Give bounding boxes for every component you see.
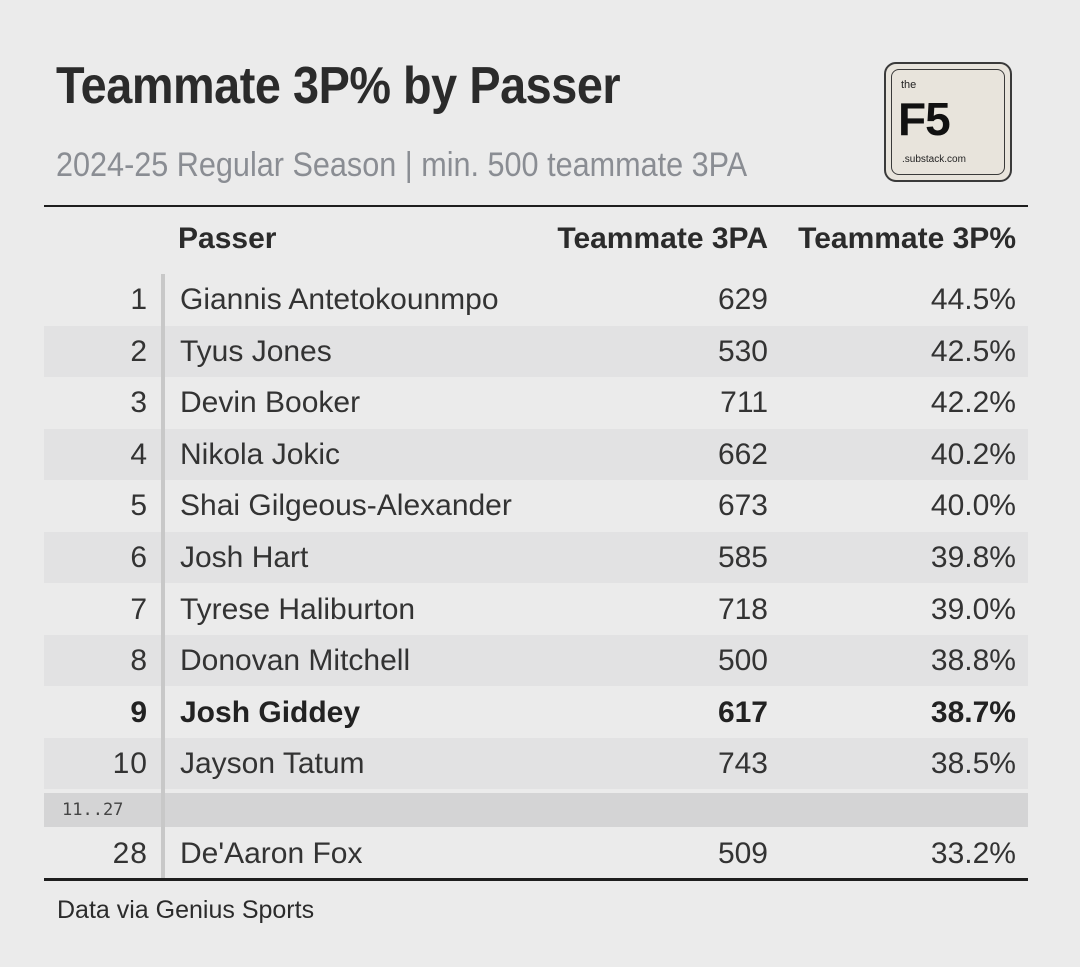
logo-the-text: the [901, 79, 917, 91]
source-note: Data via Genius Sports [57, 896, 315, 924]
table-row: 28 De'Aaron Fox 509 33.2% [44, 828, 1028, 879]
table-row: 9 Josh Giddey 617 38.7% [44, 687, 1028, 738]
rank-cell: 6 [130, 540, 148, 574]
rank-cell: 2 [130, 334, 148, 368]
passer-cell: Jayson Tatum [180, 746, 365, 780]
table-row: 10 Jayson Tatum 743 38.5% [44, 738, 1028, 789]
teammate-3p-pct-cell: 40.2% [930, 437, 1016, 471]
table-row: 4 Nikola Jokic 662 40.2% [44, 429, 1028, 480]
teammate-3pa-cell: 662 [717, 437, 768, 471]
teammate-3pa-cell: 500 [717, 643, 768, 677]
passer-cell: Nikola Jokic [180, 437, 341, 471]
passer-cell: Devin Booker [180, 385, 361, 419]
table-row: 3 Devin Booker 711 42.2% [44, 377, 1028, 428]
column-header-passer: Passer [178, 222, 277, 255]
table-row: 7 Tyrese Haliburton 718 39.0% [44, 584, 1028, 635]
rank-cell: 7 [130, 592, 148, 626]
logo-main-text: F5 [898, 93, 951, 145]
teammate-3p-pct-cell: 42.5% [930, 334, 1016, 368]
teammate-3pa-cell: 509 [717, 836, 768, 870]
table-row: 8 Donovan Mitchell 500 38.8% [44, 635, 1028, 686]
bottom-rule [44, 878, 1028, 881]
passer-cell: Shai Gilgeous-Alexander [180, 488, 512, 522]
passer-cell: Josh Giddey [180, 695, 361, 729]
chart-title: Teammate 3P% by Passer [56, 57, 621, 115]
teammate-3pa-cell: 629 [717, 282, 768, 316]
top-rule [44, 205, 1028, 207]
passer-cell: Josh Hart [180, 540, 309, 574]
table-row: 6 Josh Hart 585 39.8% [44, 532, 1028, 583]
teammate-3p-pct-cell: 39.8% [930, 540, 1016, 574]
teammate-3pa-cell: 530 [717, 334, 768, 368]
logo-sub-text: .substack.com [902, 154, 966, 165]
teammate-3pa-cell: 585 [717, 540, 768, 574]
gap-label: 11..27 [62, 800, 124, 820]
column-header-teammate-3pa: Teammate 3PA [557, 222, 768, 255]
rank-cell: 10 [112, 746, 148, 780]
chart-subtitle: 2024-25 Regular Season | min. 500 teamma… [56, 146, 748, 184]
rank-divider [161, 274, 165, 881]
column-header-teammate-3p-pct: Teammate 3P% [798, 222, 1016, 255]
teammate-3p-pct-cell: 42.2% [930, 385, 1016, 419]
table-row: 1 Giannis Antetokounmpo 629 44.5% [44, 274, 1028, 325]
teammate-3p-pct-cell: 38.8% [930, 643, 1016, 677]
passer-cell: De'Aaron Fox [180, 836, 363, 870]
logo-frame: the F5 .substack.com [891, 69, 1005, 175]
table-row: 5 Shai Gilgeous-Alexander 673 40.0% [44, 480, 1028, 531]
rank-cell: 9 [130, 695, 148, 729]
teammate-3pa-cell: 673 [717, 488, 768, 522]
teammate-3pa-cell: 617 [717, 695, 768, 729]
teammate-3p-pct-cell: 38.7% [930, 695, 1016, 729]
passer-cell: Tyus Jones [180, 334, 332, 368]
table-row: 2 Tyus Jones 530 42.5% [44, 326, 1028, 377]
teammate-3p-pct-cell: 44.5% [930, 282, 1016, 316]
passer-cell: Giannis Antetokounmpo [180, 282, 499, 316]
rank-cell: 3 [130, 385, 148, 419]
rank-cell: 28 [112, 836, 148, 870]
teammate-3pa-cell: 711 [720, 385, 768, 419]
teammate-3p-pct-cell: 33.2% [930, 836, 1016, 870]
teammate-3p-pct-cell: 40.0% [930, 488, 1016, 522]
rank-cell: 5 [130, 488, 148, 522]
teammate-3p-pct-cell: 38.5% [930, 746, 1016, 780]
rank-cell: 1 [130, 282, 148, 316]
rank-cell: 4 [130, 437, 148, 471]
teammate-3pa-cell: 718 [717, 592, 768, 626]
passer-cell: Donovan Mitchell [180, 643, 411, 677]
gap-row: 11..27 [44, 793, 1028, 827]
teammate-3pa-cell: 743 [717, 746, 768, 780]
passer-cell: Tyrese Haliburton [180, 592, 416, 626]
f5-logo: the F5 .substack.com [884, 62, 1012, 182]
teammate-3p-pct-cell: 39.0% [930, 592, 1016, 626]
rank-cell: 8 [130, 643, 148, 677]
